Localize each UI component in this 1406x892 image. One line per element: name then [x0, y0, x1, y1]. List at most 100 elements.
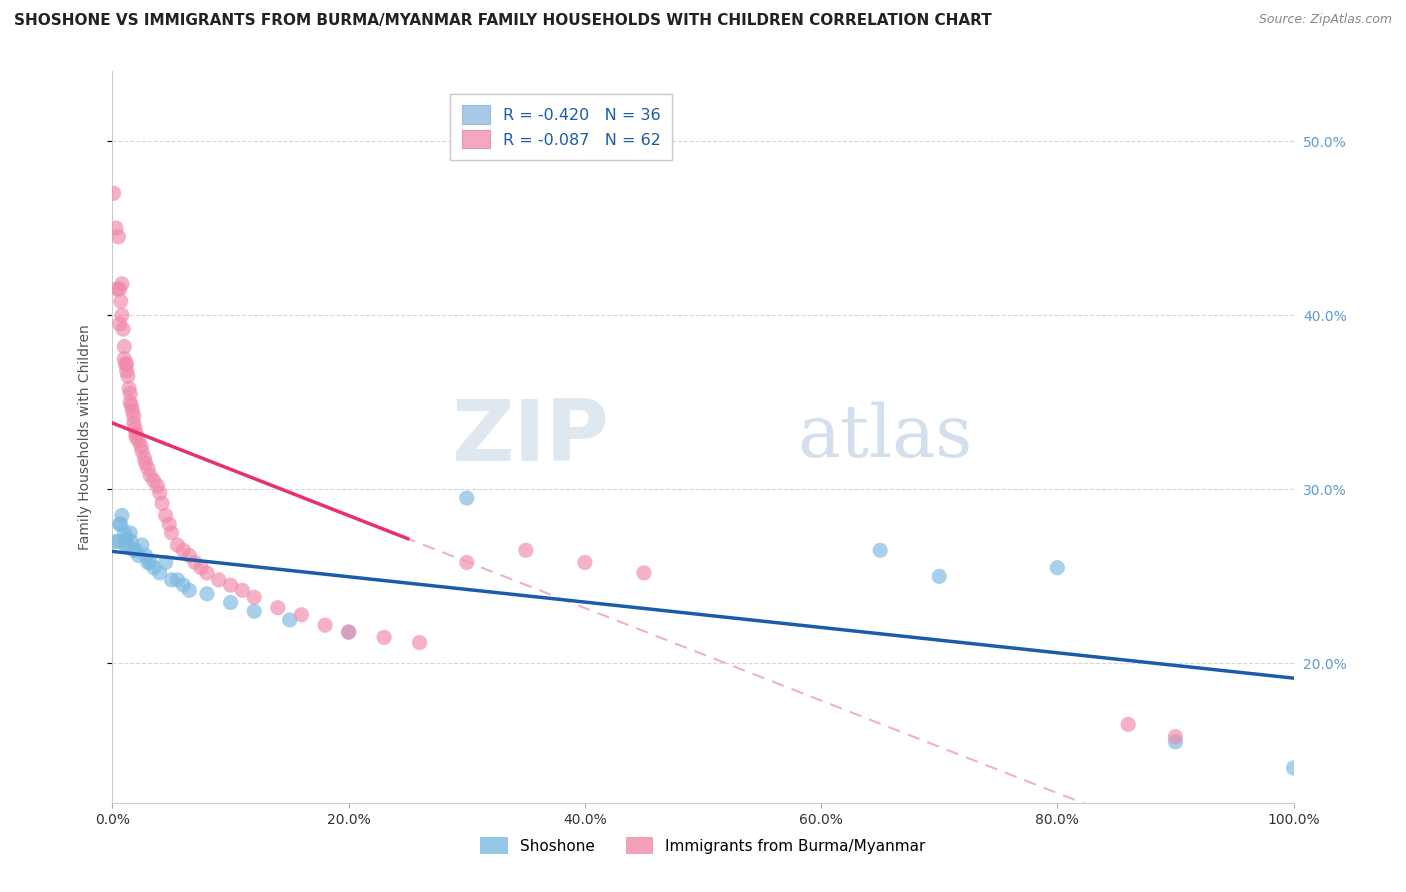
Point	[110, 294, 132, 309]
Point	[172, 578, 194, 592]
Point	[134, 450, 156, 465]
Legend: Shoshone, Immigrants from Burma/Myanmar: Shoshone, Immigrants from Burma/Myanmar	[468, 824, 938, 866]
Point	[127, 434, 149, 448]
Point	[160, 573, 183, 587]
Point	[155, 508, 177, 523]
Point	[105, 221, 128, 235]
Point	[515, 543, 537, 558]
Point	[166, 538, 188, 552]
Point	[103, 186, 125, 201]
Point	[149, 485, 172, 500]
Point	[160, 525, 183, 540]
Point	[179, 549, 201, 563]
Point	[122, 543, 145, 558]
Text: atlas: atlas	[797, 401, 973, 473]
Point	[243, 591, 266, 605]
Point	[129, 439, 152, 453]
Point	[184, 556, 207, 570]
Point	[337, 625, 360, 640]
Point	[111, 308, 134, 322]
Point	[118, 381, 141, 395]
Point	[157, 517, 180, 532]
Point	[104, 534, 127, 549]
Point	[1282, 761, 1305, 775]
Point	[120, 395, 142, 409]
Point	[166, 573, 188, 587]
Point	[150, 496, 173, 510]
Point	[111, 508, 134, 523]
Point	[136, 461, 159, 475]
Point	[172, 543, 194, 558]
Point	[139, 556, 162, 570]
Point	[146, 479, 169, 493]
Point	[122, 409, 145, 424]
Text: ZIP: ZIP	[451, 395, 609, 479]
Point	[125, 430, 148, 444]
Point	[112, 351, 135, 366]
Point	[110, 517, 132, 532]
Point	[135, 456, 157, 470]
Point	[108, 282, 131, 296]
Point	[267, 600, 290, 615]
Point	[120, 399, 142, 413]
Point	[869, 543, 891, 558]
Point	[1116, 717, 1139, 731]
Point	[314, 618, 336, 632]
Y-axis label: Family Households with Children: Family Households with Children	[77, 324, 91, 550]
Text: SHOSHONE VS IMMIGRANTS FROM BURMA/MYANMAR FAMILY HOUSEHOLDS WITH CHILDREN CORREL: SHOSHONE VS IMMIGRANTS FROM BURMA/MYANMA…	[14, 13, 991, 29]
Point	[112, 322, 135, 336]
Point	[120, 534, 142, 549]
Point	[115, 357, 138, 371]
Point	[290, 607, 312, 622]
Point	[125, 543, 148, 558]
Point	[105, 282, 128, 296]
Point	[115, 531, 138, 545]
Point	[142, 560, 165, 574]
Point	[456, 556, 478, 570]
Point	[114, 357, 136, 371]
Point	[107, 534, 129, 549]
Point	[408, 635, 430, 649]
Legend: R = -0.420   N = 36, R = -0.087   N = 62: R = -0.420 N = 36, R = -0.087 N = 62	[450, 94, 672, 160]
Point	[155, 556, 177, 570]
Point	[108, 317, 131, 331]
Point	[117, 538, 139, 552]
Point	[142, 474, 165, 488]
Point	[219, 578, 242, 592]
Point	[231, 583, 253, 598]
Point	[131, 444, 153, 458]
Point	[121, 404, 143, 418]
Point	[574, 556, 596, 570]
Point	[135, 549, 157, 563]
Point	[190, 560, 212, 574]
Point	[208, 573, 231, 587]
Point	[127, 549, 149, 563]
Point	[456, 491, 478, 505]
Point	[115, 364, 138, 378]
Point	[1164, 735, 1187, 749]
Point	[117, 369, 139, 384]
Point	[131, 538, 153, 552]
Point	[124, 421, 146, 435]
Point	[112, 525, 135, 540]
Point	[1164, 730, 1187, 744]
Point	[120, 525, 142, 540]
Point	[243, 604, 266, 618]
Point	[112, 339, 135, 353]
Point	[108, 517, 131, 532]
Point	[111, 277, 134, 291]
Point	[179, 583, 201, 598]
Point	[337, 625, 360, 640]
Point	[928, 569, 950, 583]
Point	[149, 566, 172, 580]
Point	[1046, 560, 1069, 574]
Point	[195, 566, 218, 580]
Point	[122, 416, 145, 430]
Point	[373, 631, 395, 645]
Point	[125, 426, 148, 441]
Point	[633, 566, 655, 580]
Point	[114, 538, 136, 552]
Point	[136, 556, 159, 570]
Point	[139, 468, 162, 483]
Text: Source: ZipAtlas.com: Source: ZipAtlas.com	[1258, 13, 1392, 27]
